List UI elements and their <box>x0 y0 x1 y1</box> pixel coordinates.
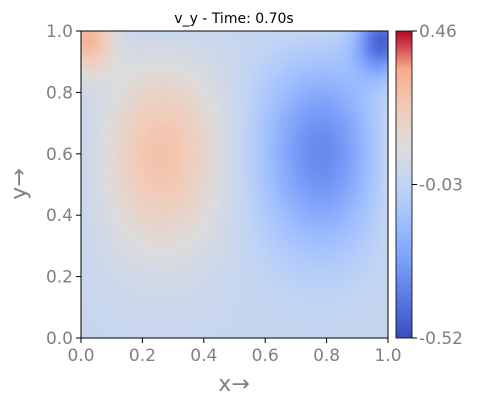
colorbar-ticks: 0.46 -0.03 -0.52 <box>412 22 463 349</box>
chart-title: v_y - Time: 0.70s <box>174 11 293 27</box>
x-axis-label: x→ <box>218 372 249 397</box>
y-tick-label: 0.6 <box>46 145 73 165</box>
x-tick-label: 0.8 <box>313 346 340 366</box>
colorbar: 0.46 -0.03 -0.52 <box>395 22 463 349</box>
y-axis: 0.0 0.2 0.4 0.6 0.8 1.0 <box>46 22 81 349</box>
colorbar-tick-label: -0.52 <box>419 329 463 349</box>
y-tick-label: 1.0 <box>46 22 73 42</box>
colorbar-tick-label: 0.46 <box>419 22 457 42</box>
velocity-heatmap <box>81 31 388 338</box>
x-axis: 0.0 0.2 0.4 0.6 0.8 1.0 <box>67 338 402 366</box>
x-tick-label: 0.0 <box>67 346 94 366</box>
plot-frame <box>80 30 389 339</box>
x-tick-label: 0.6 <box>252 346 279 366</box>
y-tick-label: 0.8 <box>46 83 73 103</box>
y-tick-label: 0.0 <box>46 329 73 349</box>
x-tick-label: 0.2 <box>129 346 156 366</box>
y-tick-label: 0.4 <box>46 206 73 226</box>
colorbar-tick-label: -0.03 <box>419 176 463 196</box>
x-tick-label: 0.4 <box>190 346 217 366</box>
colorbar-gradient <box>395 30 413 339</box>
y-axis-label: y→ <box>7 168 32 199</box>
y-tick-label: 0.2 <box>46 268 73 288</box>
plot-area <box>80 30 389 339</box>
x-tick-label: 1.0 <box>374 346 401 366</box>
